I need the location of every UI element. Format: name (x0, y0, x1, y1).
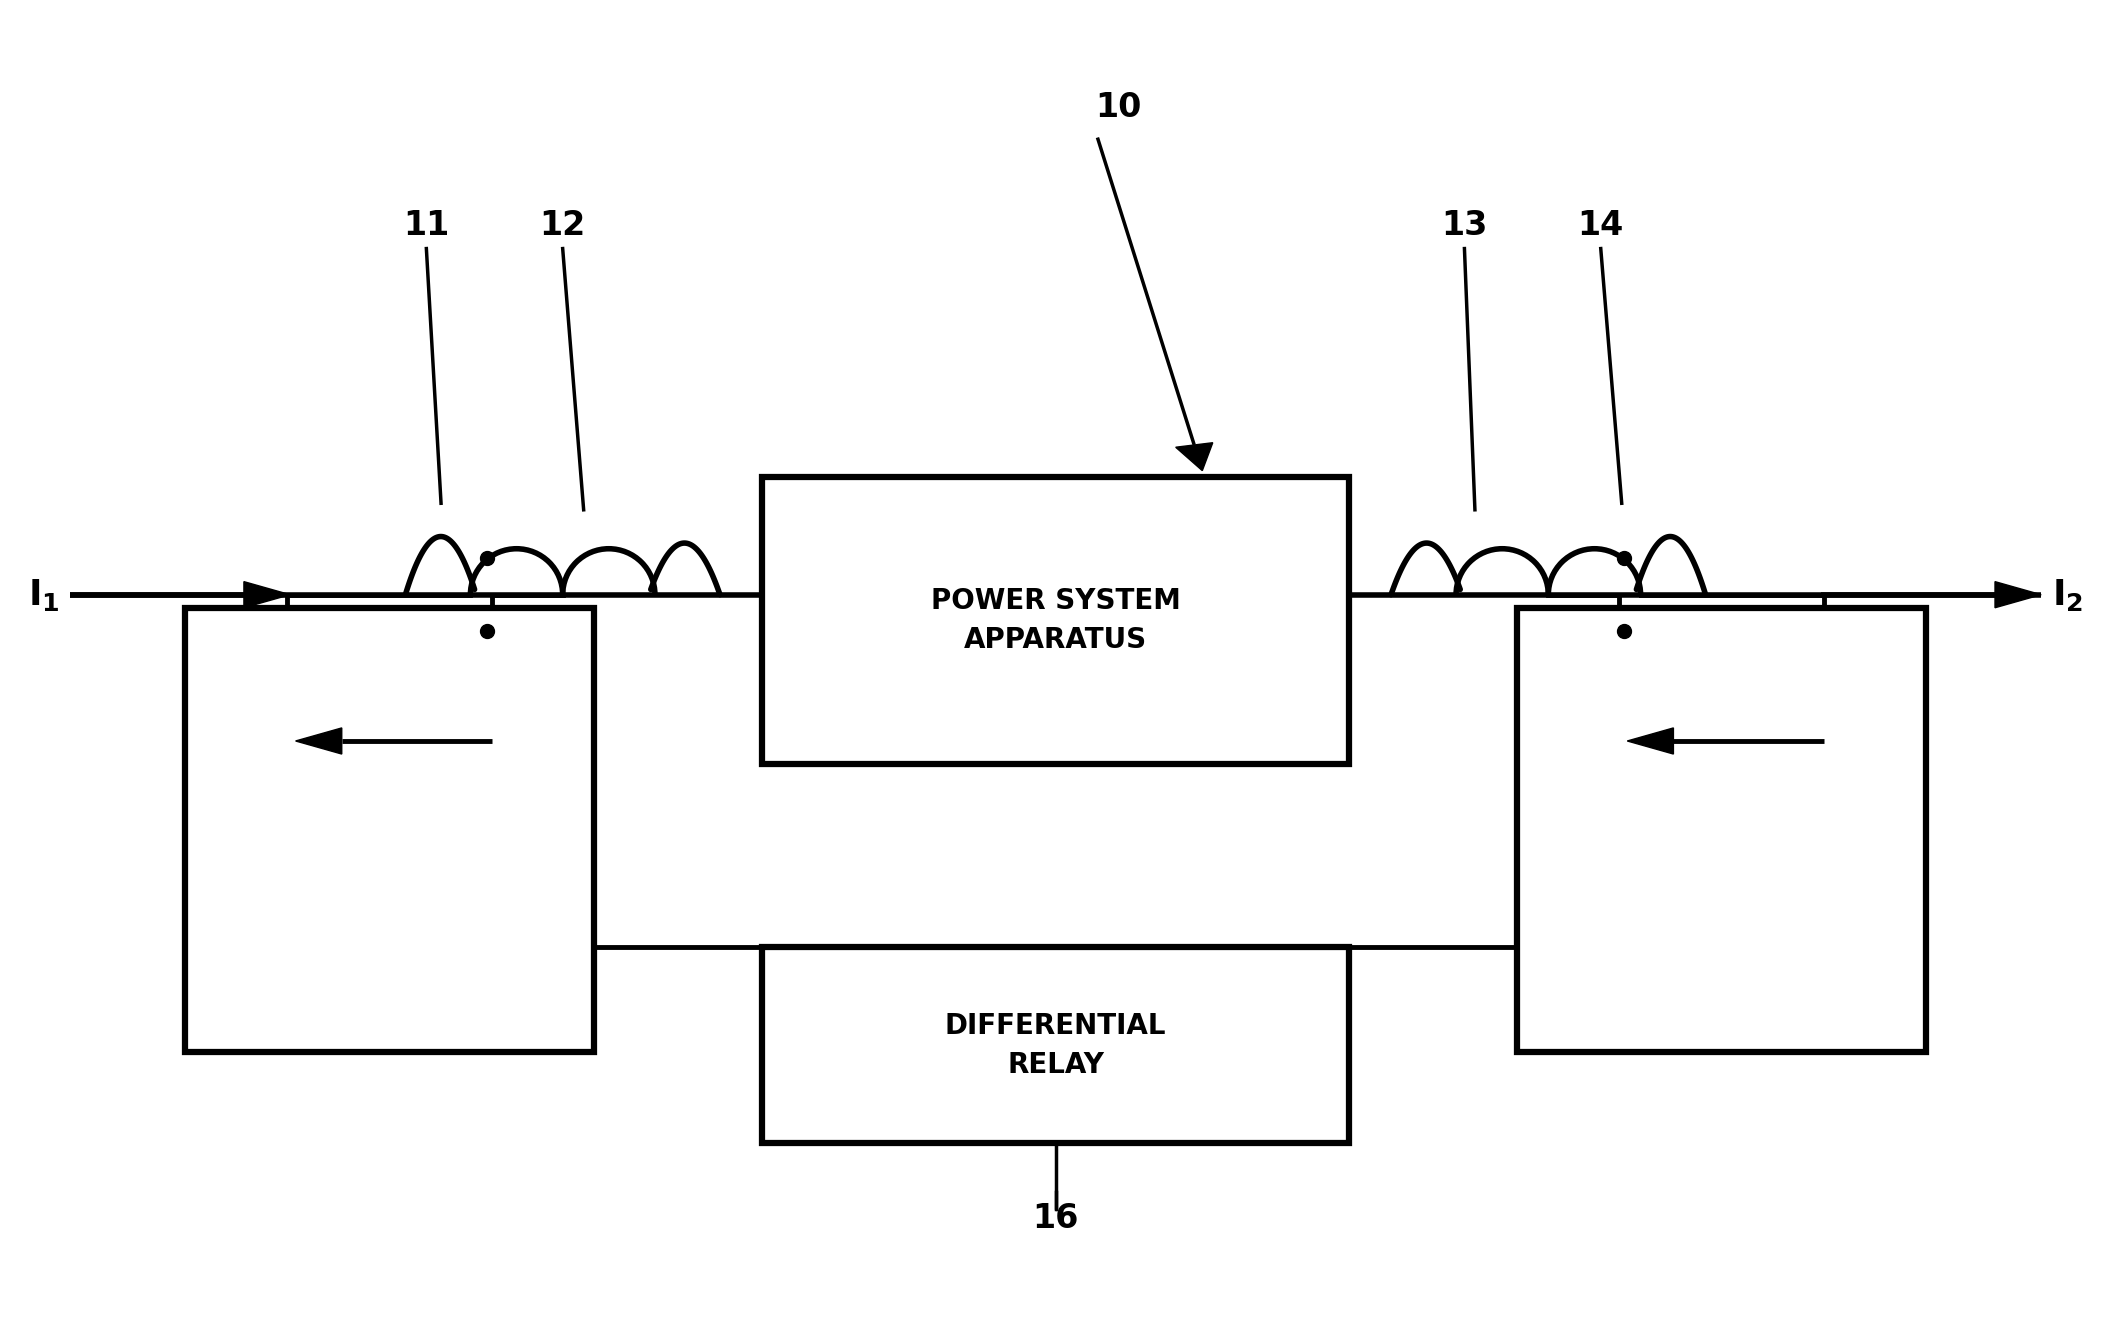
Polygon shape (296, 727, 342, 754)
Polygon shape (1176, 442, 1212, 471)
Text: 12: 12 (540, 209, 587, 242)
Polygon shape (245, 582, 289, 607)
Text: DIFFERENTIAL
RELAY: DIFFERENTIAL RELAY (946, 1012, 1165, 1078)
Text: $\mathbf{I_2}$: $\mathbf{I_2}$ (2052, 577, 2084, 612)
Text: 16: 16 (1032, 1203, 1079, 1236)
Text: 11: 11 (403, 209, 450, 242)
Bar (186, 607, 593, 1052)
Polygon shape (1628, 727, 1674, 754)
Bar (762, 477, 1349, 764)
Text: 14: 14 (1577, 209, 1623, 242)
Text: 10: 10 (1096, 91, 1142, 124)
Polygon shape (1995, 582, 2041, 607)
Text: 13: 13 (1442, 209, 1488, 242)
Bar (1518, 607, 1925, 1052)
Bar (762, 948, 1349, 1143)
Text: $\mathbf{I_1}$: $\mathbf{I_1}$ (27, 577, 59, 612)
Text: POWER SYSTEM
APPARATUS: POWER SYSTEM APPARATUS (931, 587, 1180, 655)
